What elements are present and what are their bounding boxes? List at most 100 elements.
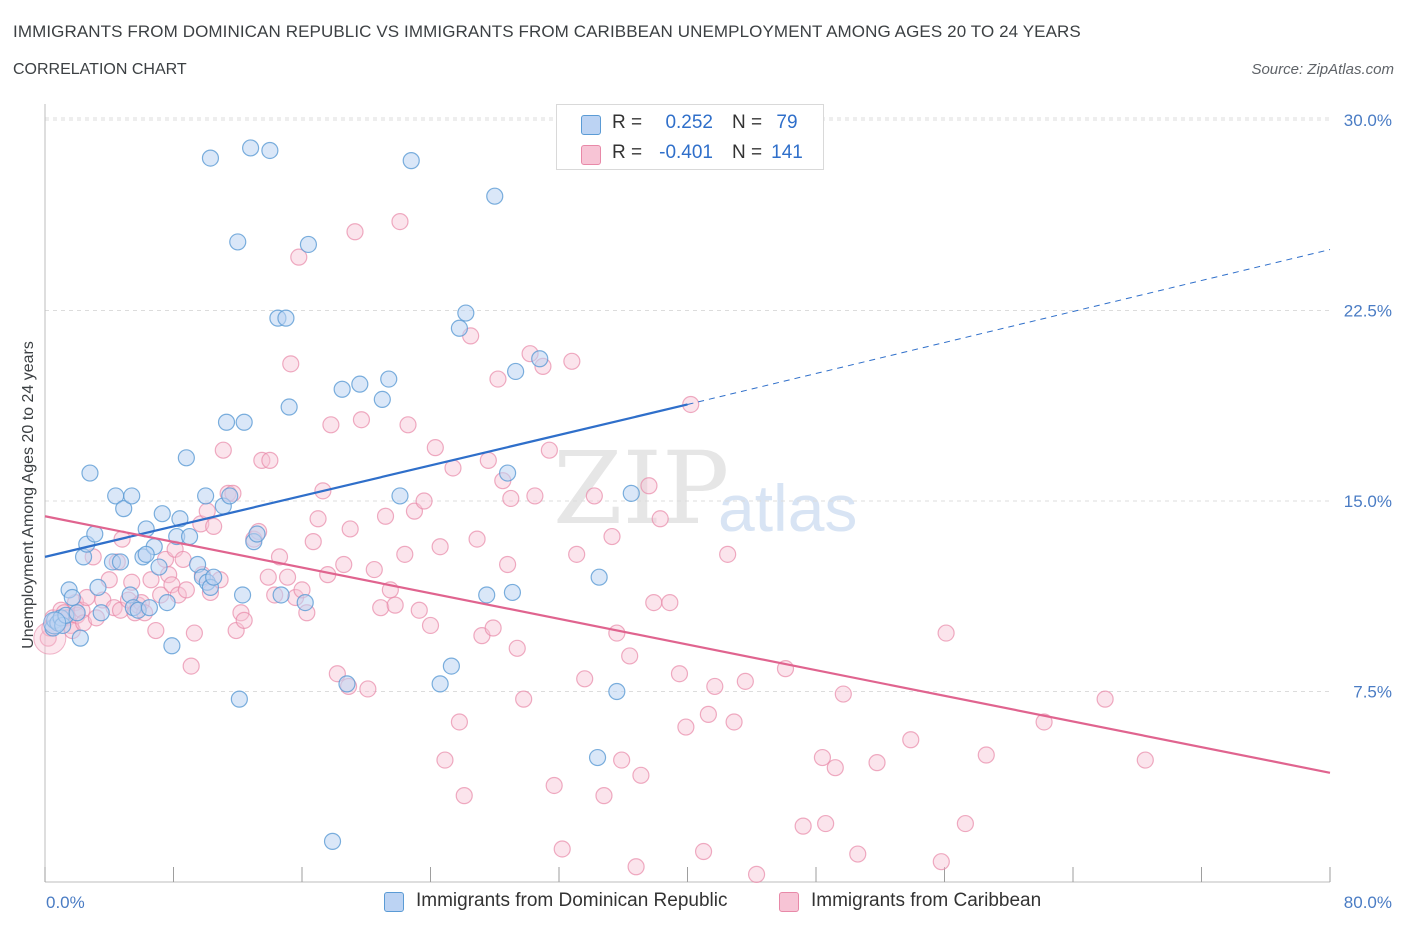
point-dominican [373,390,391,408]
x-tick-label: 80.0% [1344,893,1392,912]
point-caribbean [415,492,433,510]
point-caribbean [627,858,645,876]
point-caribbean [677,718,695,736]
point-caribbean [608,624,626,642]
watermark-atlas: atlas [718,471,858,545]
point-caribbean [834,685,852,703]
point-caribbean [694,842,713,861]
point-caribbean [468,530,486,548]
point-caribbean [613,751,631,769]
point-dominican [71,629,89,647]
point-dominican [450,319,469,337]
point-dominican [457,304,475,322]
point-caribbean [450,713,469,731]
point-caribbean [278,568,297,586]
point-caribbean [706,677,724,696]
point-dominican [92,604,110,622]
point-caribbean [932,853,950,871]
legend-n-value: 141 [771,142,803,163]
point-caribbean [177,581,195,599]
axes [44,104,1331,883]
point-dominican [499,464,517,482]
point-caribbean [937,624,955,642]
point-caribbean [1096,690,1114,708]
point-caribbean [391,213,409,231]
point-caribbean [682,395,700,414]
point-dominican [235,413,253,431]
point-caribbean [365,560,383,579]
point-caribbean [282,355,300,373]
correlation-legend: R = 0.252 N = 79 R = -0.401 N = 141 [556,104,824,170]
point-caribbean [545,776,563,795]
point-dominican [177,449,195,467]
point-caribbean [270,548,289,566]
point-dominican [277,309,295,327]
point-caribbean [479,451,497,469]
point-caribbean [515,690,533,708]
point-dominican [205,568,223,586]
point-dominican [380,370,398,388]
point-caribbean [399,416,417,434]
point-caribbean [304,533,322,551]
trend-lines [44,249,1331,774]
point-dominican [111,553,130,571]
point-dominican [180,527,199,546]
point-dominican [299,235,318,254]
point-caribbean [205,517,223,536]
point-caribbean [747,865,766,883]
point-caribbean [1136,751,1154,769]
point-caribbean [346,223,364,241]
point-dominican [431,675,449,693]
point-caribbean [826,759,844,777]
tick-labels: 7.5% 15.0% 22.5% 30.0% 0.0% 80.0% Unemployment… [20,111,1392,912]
legend-r-value: -0.401 [659,142,713,163]
point-dominican [280,398,298,416]
point-caribbean [436,751,454,769]
bottom-legend-label: Immigrants from Dominican Republic [416,890,728,911]
point-dominican [171,510,189,528]
point-dominican [233,586,252,604]
point-dominican [338,675,356,693]
legend-n-value: 79 [776,112,798,133]
point-dominican [115,500,133,518]
point-caribbean [651,510,669,528]
point-caribbean [540,441,558,459]
point-caribbean [621,647,639,665]
point-caribbean [645,593,663,612]
point-dominican [153,505,171,523]
y-tick-label: 22.5% [1344,302,1392,321]
point-caribbean [376,507,395,525]
point-caribbean [499,555,517,574]
point-caribbean [868,754,886,772]
y-axis-title: Unemployment Among Ages 20 to 24 years [20,341,37,649]
point-caribbean [372,599,390,617]
point-caribbean [147,621,165,640]
bottom-legend-swatch [779,892,799,912]
point-caribbean [290,248,308,266]
point-dominican [230,690,248,708]
point-caribbean [259,568,277,586]
point-dominican [221,487,239,505]
trend-line-dominican-extrapolated [687,249,1331,405]
chart-subtitle: CORRELATION CHART [13,61,187,78]
point-caribbean [421,616,440,635]
point-caribbean [553,840,571,858]
point-dominican [296,593,314,612]
point-dominican [608,682,626,701]
point-dominican [531,350,549,368]
point-caribbean [1035,713,1053,731]
point-caribbean [261,451,279,469]
point-caribbean [182,657,200,675]
point-dominican [486,187,504,205]
point-dominican [123,487,141,505]
point-caribbean [977,746,995,764]
legend-row-caribbean: R = -0.401 N = 141 [557,139,823,167]
legend-r-label: R = [612,142,643,163]
chart-title: IMMIGRANTS FROM DOMINICAN REPUBLIC VS IM… [13,22,1081,41]
point-dominican [229,233,247,251]
point-caribbean [576,670,594,688]
point-caribbean [661,593,679,612]
bottom-legend-swatch [384,892,404,912]
point-caribbean [670,665,689,683]
point-dominican [588,748,607,767]
